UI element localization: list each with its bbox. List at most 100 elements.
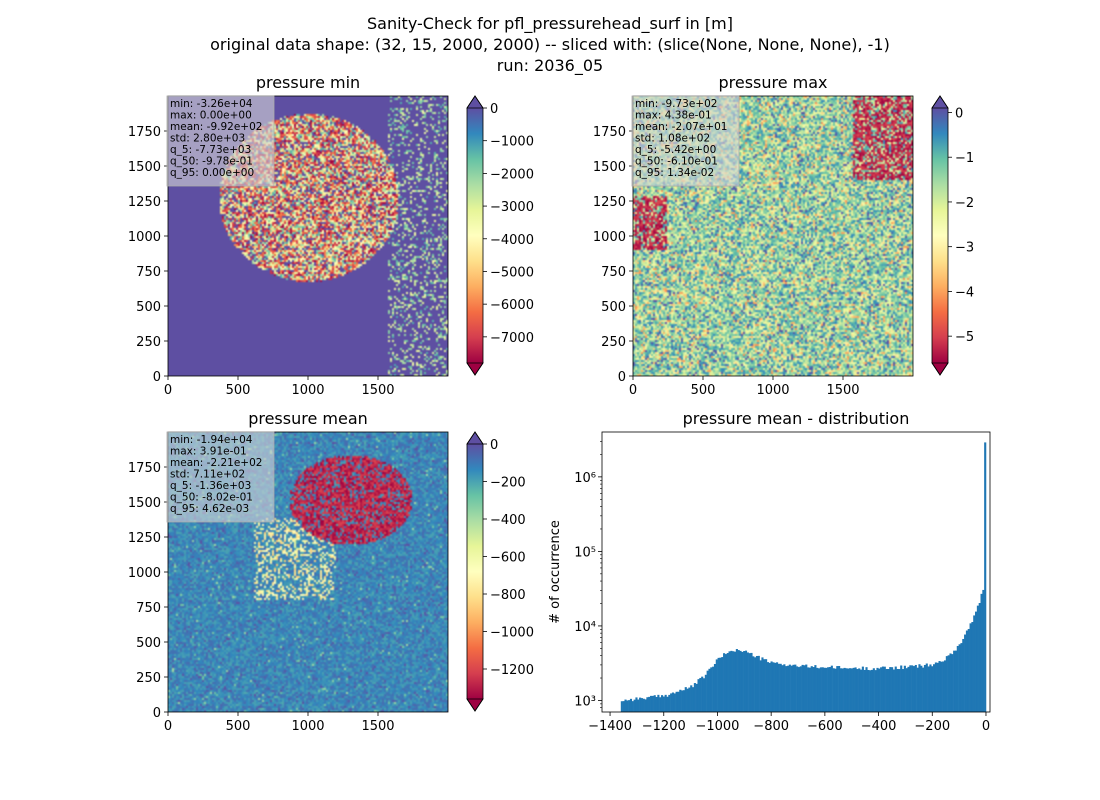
- y-tick-label-5: 1250: [128, 195, 161, 210]
- histogram-bar: [777, 663, 780, 712]
- histogram-bar: [896, 668, 899, 712]
- histogram-bar: [701, 676, 704, 712]
- histogram-bar: [830, 665, 833, 712]
- histogram-bar: [730, 650, 733, 712]
- histogram-bar: [732, 651, 735, 712]
- panel-max: 0 500 1000 1500 0 250 500 750 1000 1250 1500 1750 pr…: [593, 73, 974, 398]
- histogram-bar: [931, 666, 934, 712]
- colorbar-extend-bottom: [931, 362, 949, 376]
- stats-line-6: q_95: 4.62e-03: [170, 503, 249, 515]
- histogram-bar: [744, 650, 748, 712]
- histogram-bar: [792, 664, 795, 712]
- histogram-bar: [626, 700, 629, 712]
- histogram-bar: [823, 667, 826, 712]
- stats-line-0: min: -9.73e+02: [635, 98, 717, 110]
- hist-y-tick-label-3: 10⁶: [574, 471, 596, 486]
- histogram-bar: [849, 668, 852, 712]
- histogram-bar: [620, 701, 623, 712]
- colorbar-tick-label-1: −1: [955, 151, 974, 166]
- y-tick-label-0: 0: [153, 370, 161, 385]
- colorbar-tick-label-1: −200: [490, 476, 526, 491]
- histogram-bar: [752, 656, 755, 712]
- histogram-frame: [601, 431, 991, 713]
- histogram-bar: [918, 664, 921, 712]
- histogram-bar: [681, 690, 684, 712]
- colorbar-tick-label-0: 0: [490, 102, 498, 117]
- histogram-bar: [724, 654, 727, 712]
- histogram-bar: [901, 669, 905, 712]
- y-tick-label-2: 500: [601, 300, 626, 315]
- hist-x-tick-label-3: −800: [753, 719, 789, 734]
- histogram-bar: [949, 653, 952, 712]
- histogram-bar: [754, 657, 757, 712]
- stats-line-5: q_50: -6.10e-01: [635, 156, 718, 168]
- colorbar-tick-label-7: −7000: [490, 331, 534, 346]
- x-tick-label-2: 1000: [291, 383, 324, 398]
- histogram-bar: [717, 657, 720, 712]
- histogram-bar: [923, 664, 927, 712]
- histogram-bar: [958, 644, 961, 712]
- histogram-bar: [942, 661, 945, 712]
- hist-x-tick-label-1: −1200: [642, 719, 686, 734]
- histogram-bar: [911, 665, 914, 712]
- histogram-bar: [803, 665, 806, 712]
- y-tick-label-2: 500: [136, 636, 161, 651]
- histogram-bar: [819, 667, 822, 712]
- histogram-bar: [805, 664, 808, 712]
- histogram-bar: [816, 667, 819, 712]
- histogram-bar: [772, 662, 775, 712]
- histogram-bar: [845, 668, 848, 712]
- histogram-bar: [832, 668, 835, 712]
- x-tick-label-3: 1500: [361, 719, 394, 734]
- stats-line-1: max: 4.38e-01: [635, 110, 712, 122]
- histogram-bar: [659, 697, 662, 712]
- histogram-bar: [821, 667, 824, 712]
- stats-line-5: q_50: -9.78e-01: [170, 156, 253, 168]
- y-tick-label-3: 750: [136, 601, 161, 616]
- colorbar-tick-label-5: −5000: [490, 265, 534, 280]
- histogram-bar: [850, 668, 853, 712]
- histogram-bar: [682, 690, 686, 712]
- colorbar-tick-label-2: −400: [490, 513, 526, 528]
- colorbar-tick-label-2: −2000: [490, 167, 534, 182]
- colorbar-tick-label-5: −1000: [490, 626, 534, 641]
- histogram-bar: [828, 667, 832, 712]
- stats-line-3: std: 2.80e+03: [170, 133, 245, 145]
- y-tick-label-7: 1750: [128, 125, 161, 140]
- histogram-bar: [891, 667, 894, 712]
- histogram-bar: [670, 693, 673, 712]
- histogram-bar: [624, 699, 627, 712]
- histogram-title: pressure mean - distribution: [683, 409, 910, 428]
- stats-line-1: max: 3.91e-01: [170, 446, 247, 458]
- y-tick-label-4: 1000: [128, 230, 161, 245]
- stats-line-2: mean: -2.07e+01: [635, 121, 727, 133]
- histogram-bar: [633, 699, 636, 712]
- histogram-bar: [719, 657, 722, 712]
- histogram-bar: [741, 651, 744, 712]
- colorbar-extend-bottom: [466, 698, 484, 712]
- colorbar-tick-label-4: −4000: [490, 233, 534, 248]
- histogram-bar: [734, 651, 737, 712]
- histogram-bar: [723, 653, 726, 712]
- y-tick-label-2: 500: [136, 300, 161, 315]
- histogram-bar: [953, 650, 956, 712]
- y-tick-label-7: 1750: [128, 461, 161, 476]
- panel-title-max: pressure max: [718, 73, 827, 92]
- histogram-bar: [885, 668, 888, 712]
- colorbar-tick-label-5: −5: [955, 330, 974, 345]
- histogram-bar: [934, 662, 937, 712]
- histogram-bar: [975, 611, 978, 712]
- histogram-bar: [631, 701, 634, 712]
- histogram-bar: [774, 662, 777, 712]
- histogram-bar: [737, 650, 740, 712]
- colorbar-tick-label-1: −1000: [490, 135, 534, 150]
- figure-title-line2: original data shape: (32, 15, 2000, 2000…: [210, 35, 890, 54]
- histogram-bar: [951, 654, 954, 712]
- histogram-bar: [797, 667, 801, 712]
- histogram-bar: [812, 667, 815, 712]
- histogram-bar: [916, 667, 919, 712]
- histogram-bar: [635, 697, 638, 712]
- histogram-bar: [796, 666, 799, 712]
- histogram-bar: [858, 668, 861, 712]
- histogram-bar: [807, 667, 810, 712]
